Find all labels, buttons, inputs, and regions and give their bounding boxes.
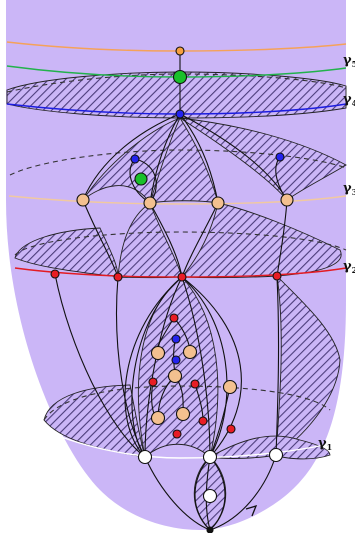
label-gamma-2: γ2	[343, 259, 355, 275]
node-tan	[152, 412, 165, 425]
node-red	[173, 430, 181, 438]
node-tan	[77, 194, 89, 206]
label-gamma-3: γ3	[343, 181, 355, 197]
node-red	[170, 314, 178, 322]
node-orange	[176, 47, 184, 55]
node-tan	[212, 197, 224, 209]
node-red	[149, 378, 157, 386]
node-red	[114, 273, 122, 281]
node-green	[135, 173, 147, 185]
node-blue	[172, 335, 180, 343]
node-tan	[224, 381, 237, 394]
node-white	[204, 490, 217, 503]
node-red	[178, 273, 186, 281]
node-blue	[276, 153, 284, 161]
label-gamma-1: γ1	[318, 436, 332, 452]
node-white	[204, 451, 217, 464]
node-tan	[177, 408, 190, 421]
label-gamma-3-subscript: 3	[352, 187, 355, 197]
node-blue	[176, 110, 184, 118]
node-tan	[281, 194, 293, 206]
node-red	[199, 417, 207, 425]
node-blue	[172, 356, 180, 364]
label-gamma-2-subscript: 2	[352, 265, 355, 275]
label-gamma-5-subscript: 5	[352, 59, 355, 69]
node-black	[207, 527, 213, 533]
label-gamma-4-subscript: 4	[352, 98, 355, 108]
node-red	[51, 270, 59, 278]
node-tan	[169, 370, 182, 383]
label-gamma-1-subscript: 1	[327, 442, 333, 452]
node-red	[273, 272, 281, 280]
label-gamma-4: γ4	[343, 92, 355, 108]
node-blue	[131, 155, 139, 163]
node-white	[139, 451, 152, 464]
node-red	[227, 425, 235, 433]
node-tan	[144, 197, 156, 209]
node-tan	[152, 347, 165, 360]
node-white	[270, 449, 283, 462]
node-red	[191, 380, 199, 388]
label-gamma-5: γ5	[343, 53, 355, 69]
node-tan	[184, 346, 197, 359]
node-green-large	[174, 71, 187, 84]
